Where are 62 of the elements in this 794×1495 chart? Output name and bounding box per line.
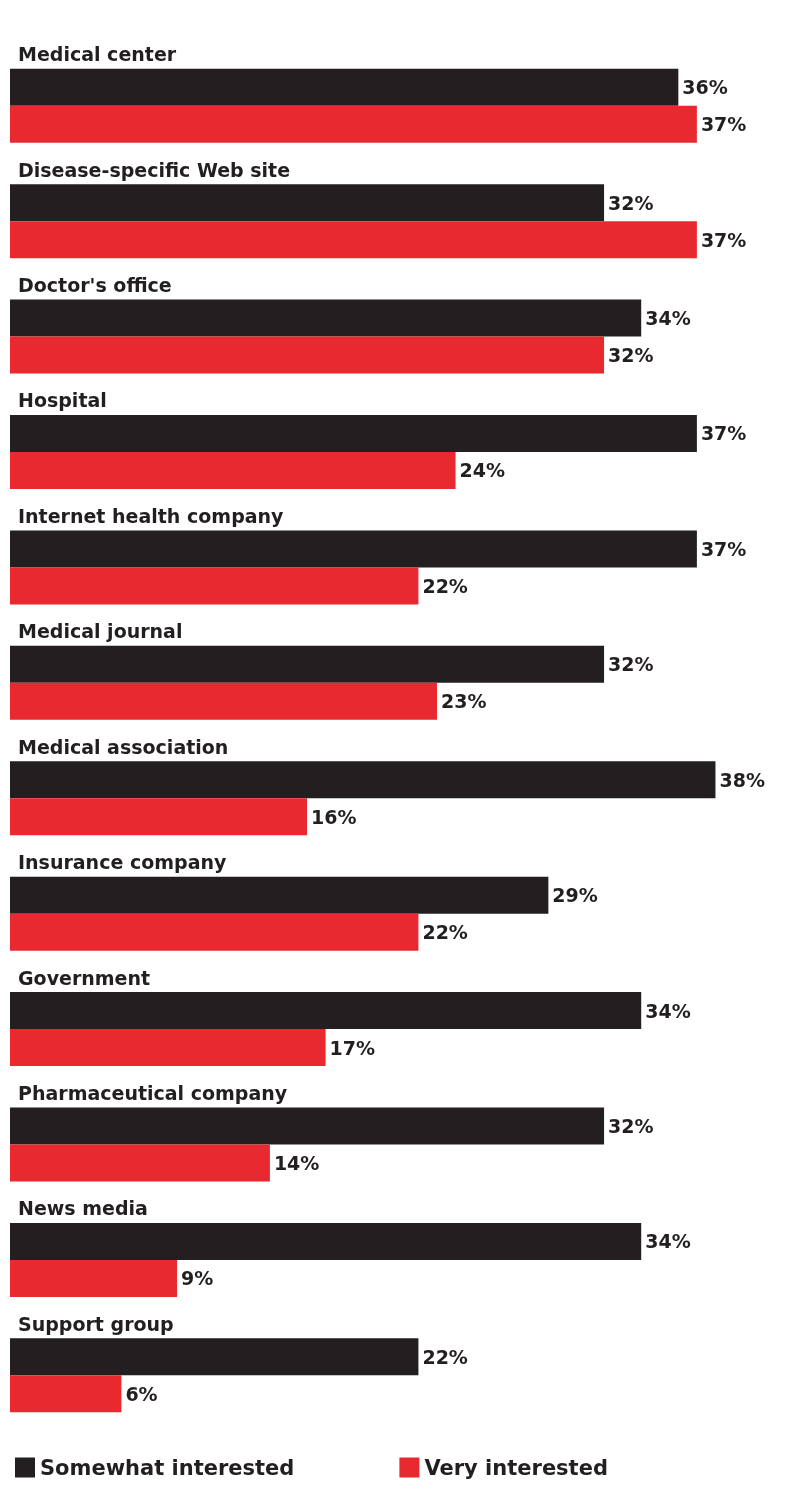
data-label: 36% xyxy=(682,76,728,99)
data-label: 14% xyxy=(273,1151,320,1174)
bar xyxy=(10,1375,122,1413)
data-label: 32% xyxy=(608,1114,654,1137)
data-label: 6% xyxy=(125,1382,158,1405)
bar xyxy=(10,530,697,568)
bar xyxy=(10,1144,270,1182)
y-tick-label: Pharmaceutical company xyxy=(18,1081,288,1104)
bar xyxy=(10,876,549,914)
data-label: 34% xyxy=(645,307,691,330)
bar xyxy=(10,105,697,143)
bar xyxy=(10,1222,642,1260)
data-label: 37% xyxy=(700,113,747,136)
y-tick-label: Internet health company xyxy=(18,504,285,527)
bar xyxy=(10,68,679,106)
data-label: 34% xyxy=(645,1230,691,1253)
y-tick-label: Medical journal xyxy=(18,620,183,643)
bar xyxy=(10,682,437,720)
data-label: 32% xyxy=(608,344,654,367)
y-tick-label: Disease-specific Web site xyxy=(18,158,291,181)
data-label: 16% xyxy=(311,805,357,828)
bar xyxy=(10,299,642,337)
bar xyxy=(10,913,419,951)
data-label: 24% xyxy=(459,459,506,482)
y-tick-label: Hospital xyxy=(18,389,107,412)
data-label: 38% xyxy=(719,768,765,791)
bar xyxy=(10,184,605,222)
data-label: 23% xyxy=(440,690,487,713)
bar xyxy=(10,1338,419,1376)
data-label: 22% xyxy=(422,1345,468,1368)
bar xyxy=(10,1259,178,1297)
bar xyxy=(10,336,605,374)
bar xyxy=(10,761,716,799)
y-tick-label: Medical association xyxy=(18,735,229,758)
data-label: 9% xyxy=(181,1267,214,1290)
data-label: 22% xyxy=(422,921,468,944)
data-label: 34% xyxy=(645,999,691,1022)
data-label: 22% xyxy=(422,574,468,597)
data-label: 29% xyxy=(552,884,598,907)
bar xyxy=(10,645,605,683)
data-label: 37% xyxy=(700,537,747,560)
bar xyxy=(10,414,697,452)
legend-label: Very interested xyxy=(424,1455,608,1480)
y-tick-label: Support group xyxy=(18,1312,174,1335)
y-tick-label: News media xyxy=(18,1197,148,1220)
y-tick-label: Medical center xyxy=(18,43,177,66)
y-tick-label: Government xyxy=(18,966,151,989)
bar xyxy=(10,992,642,1030)
y-tick-label: Doctor's office xyxy=(18,274,172,297)
data-label: 37% xyxy=(700,422,747,445)
data-label: 32% xyxy=(608,191,654,214)
bar xyxy=(10,1107,605,1145)
data-label: 17% xyxy=(329,1036,376,1059)
bar xyxy=(10,451,456,489)
legend-label: Somewhat interested xyxy=(40,1455,295,1480)
bar xyxy=(10,1029,326,1067)
data-label: 37% xyxy=(700,228,747,251)
y-tick-label: Insurance company xyxy=(18,851,227,874)
bar xyxy=(10,567,419,605)
data-label: 32% xyxy=(608,653,654,676)
bar xyxy=(10,221,697,259)
bar xyxy=(10,798,308,836)
